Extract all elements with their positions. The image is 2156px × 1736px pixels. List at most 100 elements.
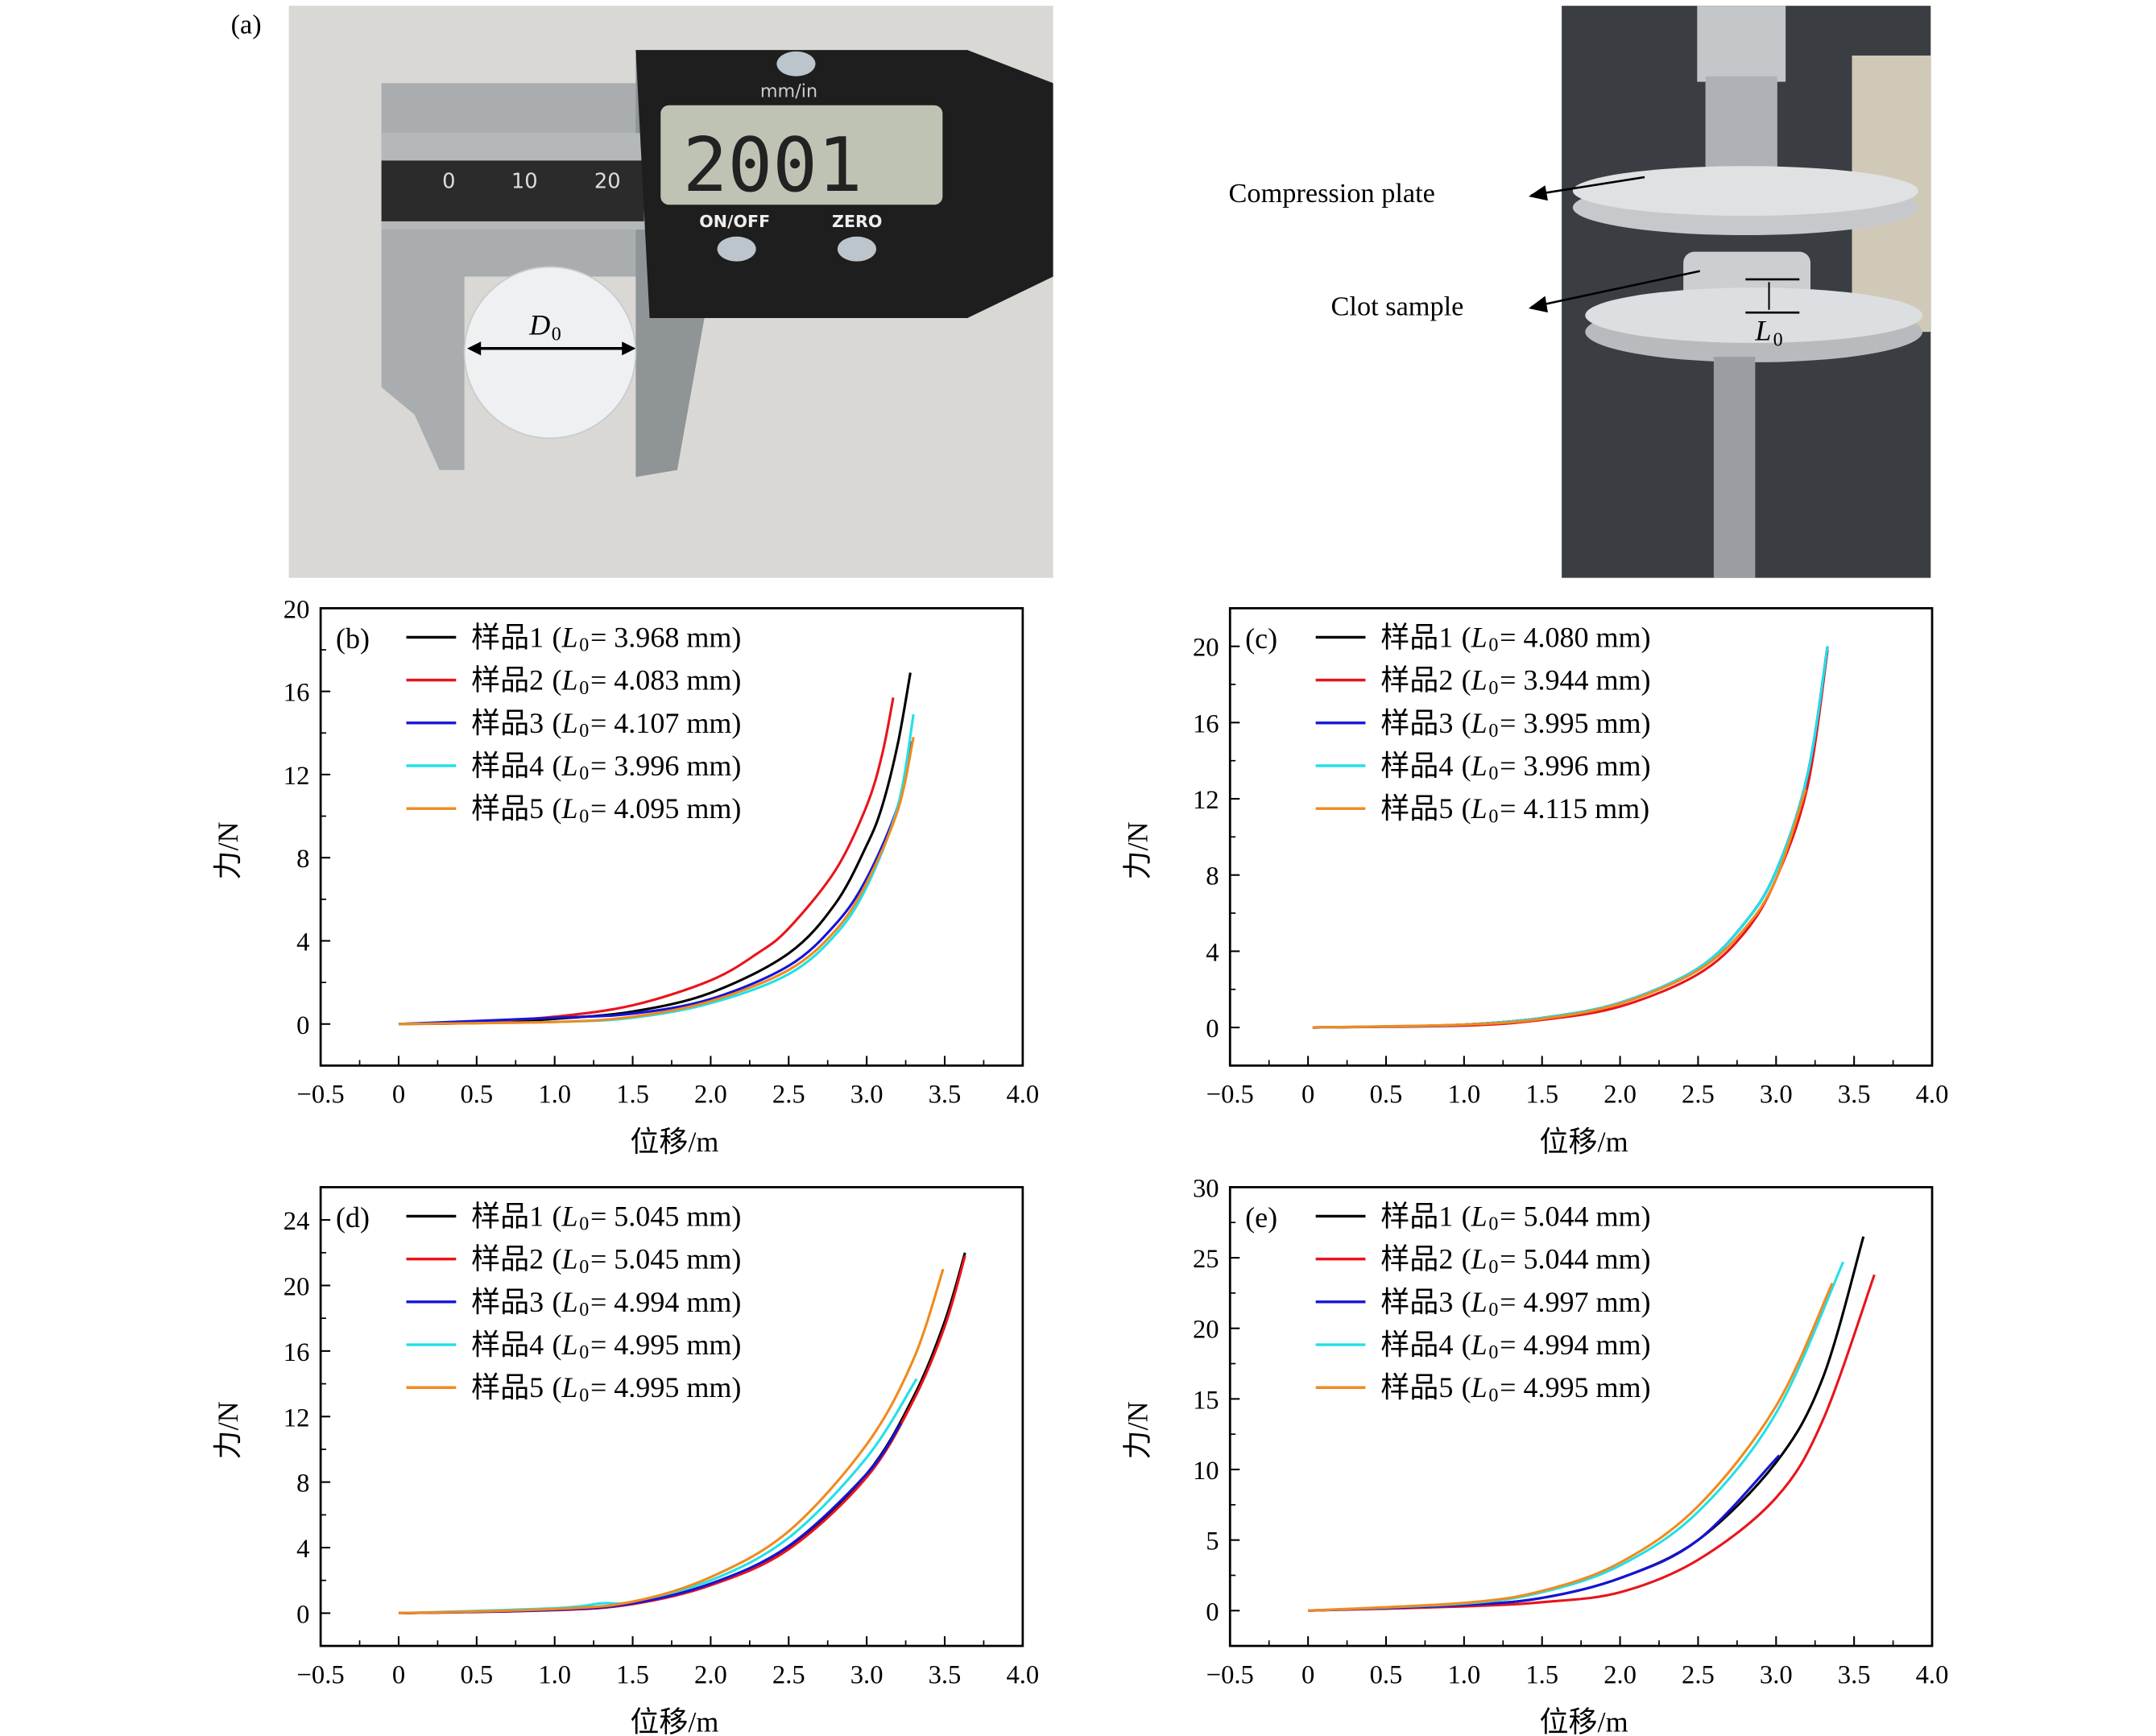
height-label: L [1754, 314, 1771, 346]
chart-c: −0.5 0 0.5 1.0 1.5 2.0 2.5 3.0 3.5 4.0 0 4 8 12 16 20 位移… [1121, 607, 1949, 1158]
x-tick-label: −0.5 [297, 1081, 345, 1110]
legend-series-name: 样品3 [1380, 1286, 1453, 1318]
legend-series-name: 样品4 [471, 750, 544, 782]
legend-l0-value: = 3.996 mm) [1500, 750, 1650, 782]
legend-l-subscript: 0 [1488, 1214, 1498, 1235]
legend-l0-value: = 3.968 mm) [590, 621, 741, 653]
legend-series-name: 样品4 [1380, 750, 1453, 782]
legend-l-subscript: 0 [1488, 763, 1498, 784]
y-tick-label: 25 [1193, 1245, 1219, 1274]
legend-l0-value: = 4.083 mm) [590, 664, 741, 696]
panel-label: (c) [1245, 622, 1277, 655]
caliper-zero: ZERO [832, 212, 882, 231]
legend-paren: ( [552, 1329, 562, 1361]
series-line-3 [398, 741, 912, 1026]
x-tick-label: 3.0 [1760, 1081, 1793, 1110]
y-axis-label: 力/N [212, 1401, 244, 1459]
x-tick-label: 0.5 [460, 1660, 493, 1689]
x-tick-label: 1.5 [1525, 1660, 1558, 1689]
legend-l0-value: = 4.115 mm) [1500, 792, 1649, 825]
legend-l-symbol: L [1471, 1371, 1488, 1403]
y-tick-label: 0 [296, 1011, 309, 1040]
x-tick-label: 0.5 [1370, 1081, 1403, 1110]
legend-paren: ( [1462, 621, 1471, 653]
y-tick-label: 20 [1193, 634, 1219, 663]
x-tick-label: 1.5 [616, 1660, 649, 1689]
legend-l-subscript: 0 [579, 763, 589, 784]
y-tick-label: 24 [283, 1207, 310, 1236]
legend-l0-value: = 4.995 mm) [1500, 1371, 1650, 1403]
legend-l-subscript: 0 [579, 635, 589, 656]
y-tick-label: 20 [283, 595, 310, 624]
legend-series-name: 样品2 [471, 1243, 544, 1275]
legend-l-symbol: L [1471, 707, 1488, 739]
scale-label-20: 20 [594, 170, 621, 194]
legend-l-subscript: 0 [1488, 806, 1498, 827]
legend-l-subscript: 0 [579, 1300, 589, 1321]
legend-series-name: 样品5 [471, 792, 544, 825]
legend-paren: ( [1462, 1243, 1471, 1275]
legend-l-symbol: L [561, 1200, 578, 1232]
diameter-label: D [528, 309, 550, 341]
x-tick-label: 4.0 [1916, 1081, 1949, 1110]
legend-l-symbol: L [561, 1371, 578, 1403]
arrow-head [1528, 185, 1548, 201]
legend-l-symbol: L [561, 664, 578, 696]
legend-l0-value: = 3.996 mm) [590, 750, 741, 782]
y-tick-label: 4 [1206, 938, 1219, 967]
legend-paren: ( [552, 750, 562, 782]
y-tick-label: 0 [296, 1600, 309, 1629]
x-axis-label: 位移/m [630, 1706, 718, 1736]
series-line-2 [1308, 1274, 1876, 1612]
x-tick-label: 2.5 [772, 1660, 805, 1689]
legend-paren: ( [552, 1371, 562, 1403]
legend-l-symbol: L [1471, 1200, 1488, 1232]
y-tick-label: 30 [1193, 1174, 1219, 1203]
y-axis-label: 力/N [1121, 822, 1153, 880]
caliper-display: 2001 [683, 122, 863, 209]
clot-sample-label: Clot sample [1331, 291, 1464, 322]
legend-l-subscript: 0 [579, 1385, 589, 1406]
x-tick-label: 4.0 [1006, 1660, 1039, 1689]
x-tick-label: 0 [392, 1660, 405, 1689]
panel-label: (e) [1245, 1201, 1277, 1234]
legend-paren: ( [552, 792, 562, 825]
legend-series-name: 样品3 [1380, 707, 1453, 739]
legend-paren: ( [1462, 792, 1471, 825]
x-tick-label: 3.5 [929, 1081, 962, 1110]
legend-l0-value: = 4.107 mm) [590, 707, 741, 739]
legend-l-subscript: 0 [1488, 678, 1498, 699]
legend-paren: ( [552, 621, 562, 653]
x-tick-label: 1.5 [1525, 1081, 1558, 1110]
legend-series-name: 样品1 [1380, 621, 1453, 653]
height-subscript: 0 [1773, 329, 1783, 350]
legend-l-subscript: 0 [579, 806, 589, 827]
x-tick-label: 3.5 [929, 1660, 962, 1689]
scale-label-0: 0 [442, 170, 455, 194]
caliper-on-off: ON/OFF [699, 212, 770, 231]
x-tick-label: −0.5 [1206, 1660, 1254, 1689]
x-tick-label: 2.0 [1604, 1660, 1637, 1689]
x-tick-label: 0.5 [460, 1081, 493, 1110]
y-axis-label: 力/N [1121, 1401, 1153, 1459]
x-tick-label: 0 [1301, 1660, 1314, 1689]
x-tick-label: 2.0 [1604, 1081, 1637, 1110]
compression-photo: L 0 [1562, 6, 1931, 578]
legend-paren: ( [1462, 750, 1471, 782]
legend-l-symbol: L [1471, 1286, 1488, 1318]
legend-paren: ( [1462, 1371, 1471, 1403]
legend-l0-value: = 5.045 mm) [590, 1243, 741, 1275]
legend-series-name: 样品1 [1380, 1200, 1453, 1232]
chart-b: −0.5 0 0.5 1.0 1.5 2.0 2.5 3.0 3.5 4.0 0 4 8 12 16 20 位移… [212, 595, 1039, 1157]
legend-series-name: 样品2 [1380, 1243, 1453, 1275]
legend-l0-value: = 5.045 mm) [590, 1200, 741, 1232]
legend-l0-value: = 4.994 mm) [1500, 1329, 1650, 1361]
y-tick-label: 15 [1193, 1386, 1219, 1415]
y-tick-label: 20 [1193, 1316, 1219, 1345]
x-axis-label: 位移/m [630, 1126, 718, 1158]
charts: −0.5 0 0.5 1.0 1.5 2.0 2.5 3.0 3.5 4.0 0 4 8 12 16 20 位移… [212, 595, 1948, 1736]
x-tick-label: 1.0 [538, 1660, 571, 1689]
y-tick-label: 12 [283, 1403, 310, 1432]
legend-l-subscript: 0 [579, 1342, 589, 1363]
